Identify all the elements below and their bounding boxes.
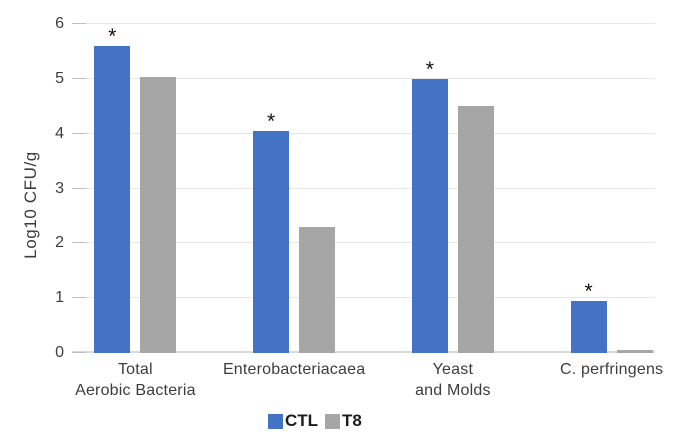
category-label-line: C. perfringens <box>559 361 664 378</box>
bar-t8-2 <box>299 226 336 353</box>
y-tick-label: 0 <box>55 344 64 361</box>
bar-t8-3 <box>457 106 494 353</box>
bar-ctl-2: * <box>253 111 290 353</box>
bar-group-1: * <box>56 24 215 353</box>
y-tick-label: 3 <box>55 179 64 197</box>
gridline <box>72 23 655 24</box>
gridline <box>72 187 655 189</box>
x-axis-line <box>72 351 655 353</box>
gridline <box>72 77 655 79</box>
y-tick-label: 6 <box>55 15 64 32</box>
category-label-line: Aerobic Bacteria <box>75 382 196 399</box>
bar-group-2: * <box>215 24 374 353</box>
legend-swatch-ctl <box>268 413 283 429</box>
category-label-line: and Molds <box>415 382 491 399</box>
y-tick-mark <box>72 242 86 244</box>
category-label-1: Total Aerobic Bacteria <box>56 359 215 401</box>
legend-label-ctl: CTL <box>285 411 319 430</box>
gridline <box>72 242 655 244</box>
bar-ctl-4: * <box>570 281 607 353</box>
y-tick-mark <box>72 187 86 189</box>
category-label-line: Total <box>117 361 153 378</box>
gridline <box>72 297 655 299</box>
category-label-3: Yeast and Molds <box>374 359 533 401</box>
significance-asterisk: * <box>267 109 276 133</box>
y-tick-mark <box>72 297 86 299</box>
bar-group-3: * <box>374 24 533 353</box>
gridline <box>72 132 655 134</box>
y-tick-mark <box>72 23 86 24</box>
significance-asterisk: * <box>425 57 434 81</box>
significance-asterisk: * <box>108 24 117 48</box>
significance-asterisk: * <box>584 279 593 303</box>
legend-item-t8: T8 <box>325 411 362 431</box>
bar-t8-1 <box>140 77 177 353</box>
bar-ctl-3: * <box>411 59 448 353</box>
bar-ctl-1: * <box>94 26 131 353</box>
y-tick-label: 4 <box>55 124 64 142</box>
bar-group-4: * <box>532 24 691 353</box>
legend-item-ctl: CTL <box>268 411 318 431</box>
y-tick-label: 1 <box>55 289 64 307</box>
plot-area: * * * * <box>56 23 691 353</box>
y-tick-mark <box>72 77 86 79</box>
y-tick-mark <box>72 132 86 134</box>
legend-swatch-t8 <box>325 413 341 429</box>
category-label-4: C. perfringens <box>532 359 691 380</box>
category-label-line: Enterobacteriacaea <box>222 361 366 378</box>
legend-label-t8: T8 <box>342 411 362 430</box>
category-label-2: Enterobacteriacaea <box>215 359 374 380</box>
y-tick-label: 5 <box>55 69 64 87</box>
y-tick-label: 2 <box>55 234 64 252</box>
category-label-line: Yeast <box>432 361 474 378</box>
legend: CTL T8 <box>268 411 362 431</box>
bar-t8-4 <box>616 350 653 353</box>
y-tick-mark <box>72 352 86 353</box>
bar-groups: * * * * <box>56 24 691 353</box>
